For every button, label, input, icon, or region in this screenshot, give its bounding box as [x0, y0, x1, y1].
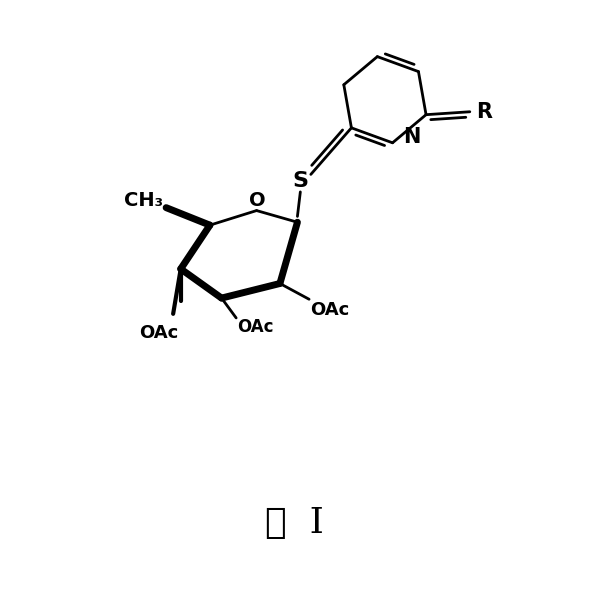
Text: 式  I: 式 I: [265, 506, 324, 540]
Text: N: N: [403, 128, 421, 147]
Text: S: S: [292, 172, 308, 191]
Text: R: R: [477, 102, 492, 122]
Text: OAc: OAc: [140, 324, 179, 342]
Text: OAc: OAc: [237, 318, 274, 337]
Text: O: O: [249, 191, 266, 209]
Text: CH₃: CH₃: [124, 191, 164, 209]
Text: OAc: OAc: [310, 301, 349, 318]
